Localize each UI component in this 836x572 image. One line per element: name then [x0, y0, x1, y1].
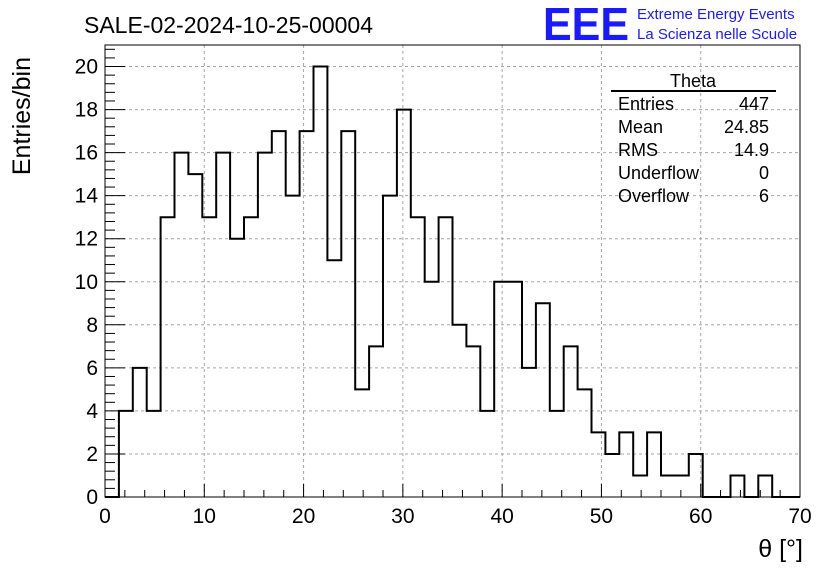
y-tick-label: 2: [86, 443, 98, 466]
stats-title: Theta: [670, 71, 717, 91]
x-tick-label: 40: [490, 505, 513, 528]
x-tick-label: 0: [99, 505, 111, 528]
brand-line-1: Extreme Energy Events: [637, 6, 795, 23]
stats-value: 6: [759, 186, 769, 206]
brand-logo: EEE Extreme Energy Events La Scienza nel…: [543, 0, 797, 50]
stats-value: 447: [739, 94, 769, 114]
x-tick-label: 10: [193, 505, 216, 528]
y-axis-label: Entries/bin: [8, 57, 36, 175]
histogram-line: [105, 65, 800, 498]
stats-value: 24.85: [724, 117, 769, 137]
x-tick-label: 60: [689, 505, 712, 528]
x-tick-label: 50: [590, 505, 613, 528]
plot-frame: [104, 44, 801, 498]
stats-label: Underflow: [618, 163, 700, 183]
x-tick-label: 30: [391, 505, 414, 528]
stats-value: 0: [759, 163, 769, 183]
stats-label: Overflow: [618, 186, 690, 206]
stats-label: RMS: [618, 140, 658, 160]
stats-label: Mean: [618, 117, 663, 137]
x-axis-label: θ [°]: [758, 535, 803, 563]
stats-box: Theta Entries 447 Mean 24.85 RMS 14.9 Un…: [611, 71, 776, 206]
y-tick-label: 6: [86, 357, 98, 380]
y-tick-label: 10: [75, 271, 98, 294]
stats-label: Entries: [618, 94, 674, 114]
y-tick-label: 0: [86, 486, 98, 509]
brand-line-2: La Scienza nelle Scuole: [637, 26, 797, 43]
y-tick-label: 14: [75, 185, 99, 208]
y-tick-label: 20: [75, 56, 98, 79]
x-tick-label: 20: [292, 505, 315, 528]
stats-value: 14.9: [734, 140, 769, 160]
y-tick-label: 8: [86, 314, 98, 337]
y-tick-label: 16: [75, 142, 98, 165]
chart-title: SALE-02-2024-10-25-00004: [84, 12, 373, 38]
y-tick-label: 18: [75, 99, 98, 122]
y-tick-label: 12: [75, 228, 98, 251]
y-tick-label: 4: [86, 400, 98, 423]
x-tick-label: 70: [788, 505, 811, 528]
eee-logo-text: EEE: [543, 0, 629, 50]
